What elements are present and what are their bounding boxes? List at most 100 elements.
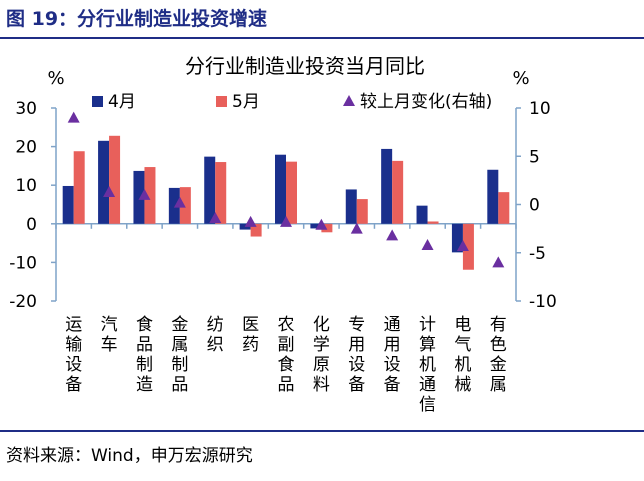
category-label-char: 备 <box>384 375 401 395</box>
legend-label-april: 4月 <box>108 92 136 112</box>
left-tick-label: 20 <box>15 138 37 158</box>
bar-april <box>275 154 286 224</box>
category-label-char: 有 <box>490 315 507 335</box>
bar-may <box>73 151 85 224</box>
change-marker <box>315 218 328 230</box>
change-marker <box>350 222 363 234</box>
change-marker <box>173 196 186 208</box>
change-marker <box>386 229 399 241</box>
category-label-char: 输 <box>65 335 82 355</box>
change-marker <box>456 239 469 251</box>
right-tick-label: 10 <box>529 99 551 119</box>
category-label-char: 品 <box>278 375 295 395</box>
bottom-rule <box>0 430 644 432</box>
right-tick-label: -10 <box>529 292 557 312</box>
category-label-char: 设 <box>348 355 365 375</box>
category-label-char: 副 <box>278 335 295 355</box>
category-label-char: 织 <box>207 335 224 355</box>
category-label-char: 金 <box>171 315 188 335</box>
bars <box>62 135 510 270</box>
chart-title: 分行业制造业投资当月同比 <box>185 54 425 78</box>
category-label-char: 信 <box>419 395 436 415</box>
bar-april <box>168 187 180 224</box>
change-marker <box>244 215 257 227</box>
left-tick-label: 0 <box>26 215 37 235</box>
category-label-char: 专 <box>348 315 365 335</box>
category-label-char: 纺 <box>207 315 224 335</box>
bar-may <box>109 135 121 224</box>
category-label-char: 属 <box>171 335 188 355</box>
category-label-char: 通 <box>384 315 401 335</box>
category-label-char: 算 <box>419 335 436 355</box>
left-tick-label: -20 <box>9 292 37 312</box>
category-label-char: 机 <box>454 355 471 375</box>
bar-may <box>392 160 404 224</box>
bar-may <box>498 192 510 224</box>
bar-may <box>144 167 156 224</box>
right-axis-unit: % <box>512 68 529 89</box>
left-tick-label: 10 <box>15 176 37 196</box>
change-marker <box>492 256 505 268</box>
category-label-char: 药 <box>242 335 259 355</box>
change-marker <box>67 111 80 123</box>
category-label-char: 金 <box>490 355 507 375</box>
category-label-char: 气 <box>454 335 471 355</box>
category-label: 通用设备 <box>384 315 401 395</box>
bar-april <box>62 185 74 224</box>
change-marker <box>280 215 292 227</box>
bar-may <box>356 199 368 224</box>
right-tick-label: -5 <box>529 244 546 264</box>
right-tick-label: 0 <box>529 196 540 216</box>
category-label-char: 食 <box>136 315 153 335</box>
category-label: 计算机通信 <box>419 315 436 415</box>
category-label: 运输设备 <box>65 315 82 395</box>
left-axis-unit: % <box>47 68 64 89</box>
category-label-char: 学 <box>313 335 330 355</box>
category-label-char: 用 <box>348 335 365 355</box>
bar-chart: 分行业制造业投资当月同比 % % 4月 5月 较上月变化(右轴) 30 20 10 0 -1… <box>9 54 557 415</box>
bar-may <box>462 223 474 270</box>
bar-may <box>321 223 333 233</box>
category-label-char: 品 <box>136 335 153 355</box>
category-label-char: 机 <box>419 355 436 375</box>
category-label-char: 化 <box>313 315 330 335</box>
category-label-char: 车 <box>101 335 118 355</box>
category-label-char: 备 <box>348 375 365 395</box>
category-label-char: 制 <box>136 355 153 375</box>
category-label: 专用设备 <box>348 315 365 395</box>
bar-april <box>204 156 216 224</box>
bar-may <box>215 162 227 224</box>
axes: 30 20 10 0 -10 -20 10 5 0 -5 -10 <box>9 99 557 312</box>
left-tick-label: 30 <box>15 99 37 119</box>
category-label-char: 医 <box>242 315 259 335</box>
category-label-char: 色 <box>490 335 507 355</box>
category-label-char: 农 <box>278 315 295 335</box>
category-label: 农副食品 <box>278 315 295 395</box>
category-label-char: 运 <box>65 315 82 335</box>
change-marker <box>421 239 434 251</box>
category-label-char: 食 <box>278 355 295 375</box>
category-label-char: 料 <box>313 375 330 395</box>
legend-swatch-may <box>216 96 227 107</box>
change-markers <box>67 111 505 268</box>
bar-may <box>179 187 191 224</box>
category-label-char: 汽 <box>101 315 118 335</box>
bar-april <box>98 140 110 224</box>
legend-label-change: 较上月变化(右轴) <box>360 92 492 112</box>
category-label-char: 造 <box>136 375 153 395</box>
category-label-char: 备 <box>65 375 82 395</box>
figure-title: 图 19：分行业制造业投资增速 <box>6 8 268 30</box>
category-label: 汽车 <box>101 315 118 355</box>
category-label: 医药 <box>242 315 259 355</box>
category-label-char: 通 <box>419 375 436 395</box>
category-label-char: 设 <box>384 355 401 375</box>
category-label: 纺织 <box>207 315 224 355</box>
right-tick-label: 5 <box>529 147 540 167</box>
bar-april <box>451 223 463 253</box>
bar-april <box>487 169 499 224</box>
bar-may <box>427 221 439 224</box>
category-label: 食品制造 <box>136 315 153 395</box>
source-note: 资料来源：Wind，申万宏源研究 <box>6 446 253 466</box>
category-label: 电气机械 <box>454 315 471 395</box>
category-label-char: 械 <box>454 375 471 395</box>
